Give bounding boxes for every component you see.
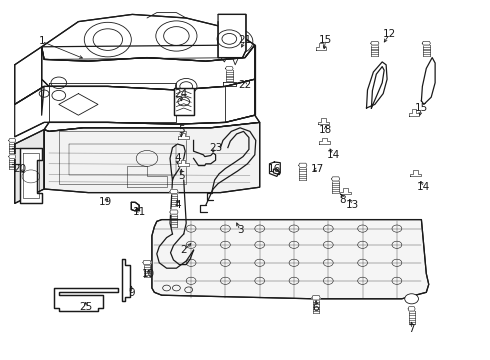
Text: 5: 5 bbox=[178, 125, 185, 135]
Text: 7: 7 bbox=[408, 324, 415, 334]
Polygon shape bbox=[170, 189, 178, 194]
Polygon shape bbox=[218, 14, 246, 58]
Polygon shape bbox=[409, 109, 419, 116]
Text: 4: 4 bbox=[174, 153, 181, 163]
Text: 2: 2 bbox=[180, 245, 187, 255]
Polygon shape bbox=[340, 188, 351, 194]
Circle shape bbox=[405, 294, 418, 304]
Text: 5: 5 bbox=[178, 171, 185, 181]
Polygon shape bbox=[44, 115, 260, 131]
Text: 16: 16 bbox=[268, 164, 281, 174]
Polygon shape bbox=[44, 122, 260, 193]
Polygon shape bbox=[410, 170, 421, 176]
Text: 14: 14 bbox=[417, 182, 431, 192]
Polygon shape bbox=[170, 210, 178, 214]
Text: 22: 22 bbox=[238, 80, 252, 90]
Text: 24: 24 bbox=[174, 89, 188, 99]
Text: 17: 17 bbox=[311, 164, 324, 174]
Text: 20: 20 bbox=[13, 164, 26, 174]
Polygon shape bbox=[178, 160, 189, 166]
Text: 19: 19 bbox=[98, 197, 112, 207]
Polygon shape bbox=[225, 67, 233, 70]
Polygon shape bbox=[122, 259, 130, 301]
Polygon shape bbox=[15, 130, 44, 203]
Text: 15: 15 bbox=[415, 103, 428, 113]
Polygon shape bbox=[422, 41, 430, 45]
Text: 3: 3 bbox=[237, 225, 244, 235]
Polygon shape bbox=[42, 14, 255, 61]
Polygon shape bbox=[9, 139, 16, 142]
Polygon shape bbox=[318, 118, 329, 124]
Polygon shape bbox=[143, 260, 151, 265]
Polygon shape bbox=[15, 79, 255, 137]
Text: 6: 6 bbox=[313, 303, 319, 313]
Text: 18: 18 bbox=[319, 125, 333, 135]
Text: 25: 25 bbox=[79, 302, 93, 312]
Polygon shape bbox=[371, 41, 379, 45]
Polygon shape bbox=[9, 155, 16, 158]
Text: 9: 9 bbox=[128, 288, 135, 298]
Polygon shape bbox=[312, 296, 320, 300]
Polygon shape bbox=[42, 45, 255, 90]
Polygon shape bbox=[316, 43, 326, 50]
Text: 4: 4 bbox=[174, 200, 181, 210]
Polygon shape bbox=[178, 133, 189, 139]
Text: 12: 12 bbox=[383, 29, 396, 39]
Text: 13: 13 bbox=[346, 200, 360, 210]
Polygon shape bbox=[319, 138, 330, 144]
Polygon shape bbox=[174, 88, 194, 115]
Polygon shape bbox=[54, 288, 118, 311]
Text: 21: 21 bbox=[238, 35, 252, 45]
Text: 10: 10 bbox=[142, 269, 155, 279]
Text: 8: 8 bbox=[340, 195, 346, 205]
Polygon shape bbox=[408, 307, 415, 311]
Text: 11: 11 bbox=[133, 207, 147, 217]
Text: 15: 15 bbox=[319, 35, 333, 45]
Polygon shape bbox=[20, 148, 42, 203]
Polygon shape bbox=[299, 163, 307, 167]
Polygon shape bbox=[131, 202, 139, 211]
Polygon shape bbox=[332, 177, 340, 181]
Text: 14: 14 bbox=[326, 150, 340, 160]
Text: 23: 23 bbox=[209, 143, 222, 153]
Polygon shape bbox=[152, 220, 429, 299]
Text: 1: 1 bbox=[38, 36, 45, 46]
Polygon shape bbox=[15, 47, 44, 115]
